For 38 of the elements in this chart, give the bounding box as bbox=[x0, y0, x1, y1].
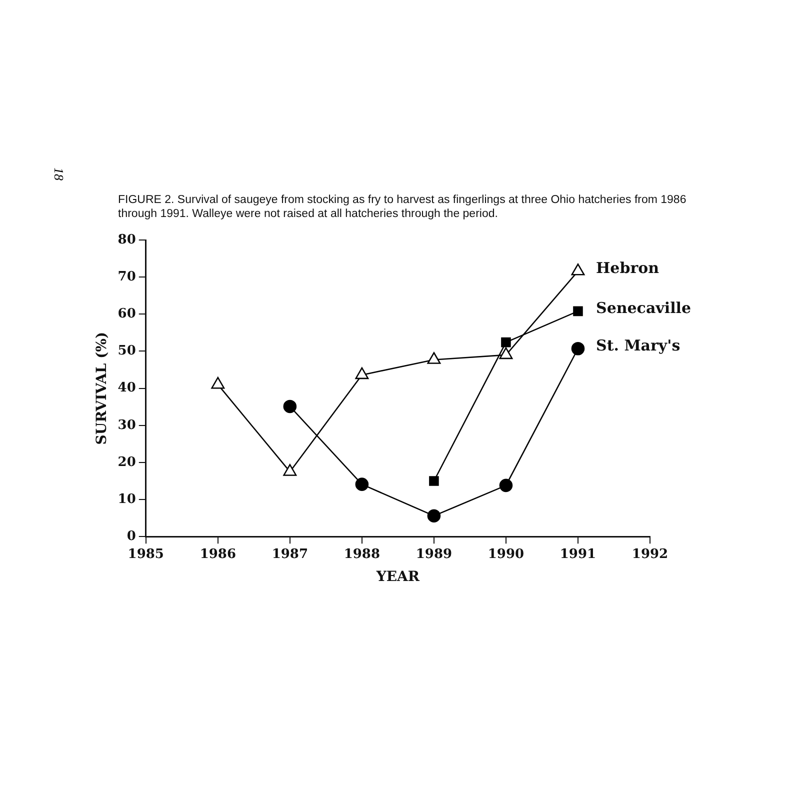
series-label: St. Mary's bbox=[596, 336, 680, 355]
y-tick-label: 50 bbox=[118, 344, 136, 359]
text: 18 bbox=[50, 168, 66, 180]
y-tick-label: 40 bbox=[118, 380, 136, 396]
point bbox=[571, 263, 585, 276]
y-tick-label: 80 bbox=[118, 232, 136, 248]
point bbox=[499, 347, 513, 360]
point bbox=[355, 367, 369, 380]
chart-title: FIGURE 2. Survival of saugeye from stocking as fry to harvest as fingerlings at three Ohio hatcheries from 1986 through 1991. Walleye were not raised at all hatcheries through the period. bbox=[118, 193, 688, 221]
point bbox=[283, 464, 297, 476]
x-tick-label: 1985 bbox=[128, 546, 164, 562]
x-axis-title: YEAR bbox=[375, 569, 420, 586]
point bbox=[571, 342, 585, 356]
x-tick-label: 1992 bbox=[632, 546, 668, 562]
series-label: Hebron bbox=[596, 259, 660, 278]
x-tick-label: 1987 bbox=[272, 546, 308, 562]
y-tick-label: 10 bbox=[118, 492, 136, 507]
y-tick-label: 20 bbox=[118, 454, 136, 470]
x-tick-label: 1986 bbox=[200, 546, 236, 562]
point bbox=[429, 476, 439, 486]
y-axis-title: SURVIVAL (%) bbox=[94, 332, 110, 445]
x-tick-label: 1988 bbox=[344, 546, 380, 562]
x-tick-label: 1990 bbox=[488, 546, 524, 562]
y-tick-label: 0 bbox=[126, 528, 136, 544]
point bbox=[355, 478, 369, 491]
series-label: Senecaville bbox=[596, 299, 692, 318]
point bbox=[283, 400, 297, 414]
point bbox=[211, 376, 225, 389]
y-tick-label: 70 bbox=[118, 269, 136, 284]
point bbox=[427, 509, 441, 522]
point bbox=[499, 478, 513, 492]
point bbox=[427, 352, 441, 364]
x-tick-label: 1991 bbox=[560, 546, 596, 562]
x-tick-label: 1989 bbox=[416, 546, 452, 562]
point bbox=[573, 306, 583, 316]
point bbox=[501, 337, 511, 348]
y-tick-label: 60 bbox=[118, 306, 136, 322]
y-tick-label: 30 bbox=[118, 418, 136, 433]
